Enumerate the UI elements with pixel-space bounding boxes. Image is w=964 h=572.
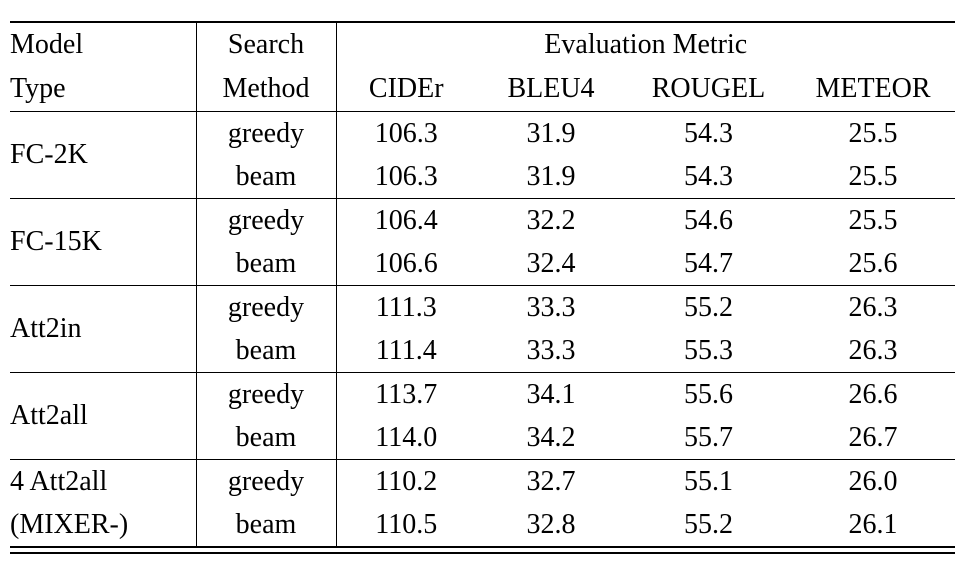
method-cell: greedy xyxy=(196,372,337,416)
method-cell: beam xyxy=(196,155,337,199)
model-cell: FC-2K xyxy=(10,111,197,199)
rougel-value: 55.1 xyxy=(626,459,791,503)
table-row: Att2in greedy 111.3 33.3 55.2 26.3 xyxy=(10,285,955,373)
rougel-value: 54.3 xyxy=(684,160,733,192)
bleu4-value: 31.9 xyxy=(476,111,626,155)
rougel-value: 54.7 xyxy=(684,247,733,279)
header-metric-bleu4: BLEU4 xyxy=(507,73,595,105)
cider-value: 106.3 xyxy=(336,111,476,155)
table-row: (MIXER-) beam 110.5 32.8 55.2 26.1 xyxy=(10,503,955,547)
rougel-value: 55.3 xyxy=(684,334,733,366)
bottom-double-rule xyxy=(10,552,955,554)
method-cell: greedy xyxy=(196,198,337,242)
model-cell-line2: (MIXER-) xyxy=(10,503,197,547)
table-row: beam 106.6 32.4 54.7 25.6 xyxy=(10,242,955,286)
meteor-value: 26.3 xyxy=(848,334,898,366)
cider-value: 114.0 xyxy=(375,421,438,453)
method-cell: beam xyxy=(196,416,337,460)
results-table-wrap: Model Search Evaluation Metric Type Meth… xyxy=(10,21,955,554)
table-row: Att2all greedy 113.7 34.1 55.6 26.6 xyxy=(10,372,955,460)
bleu4-value: 32.2 xyxy=(476,198,626,242)
cider-value: 113.7 xyxy=(336,372,476,416)
results-table: Model Search Evaluation Metric Type Meth… xyxy=(10,21,955,548)
meteor-value: 25.5 xyxy=(791,111,955,155)
meteor-value: 25.5 xyxy=(848,160,898,192)
header-metric-rougel: ROUGEL xyxy=(651,73,766,105)
meteor-value: 26.3 xyxy=(791,285,955,329)
model-cell: Att2all xyxy=(10,372,197,460)
meteor-value: 26.7 xyxy=(848,421,898,453)
header-metric-meteor: METEOR xyxy=(815,73,931,105)
cider-value: 110.5 xyxy=(375,508,438,540)
rougel-value: 55.7 xyxy=(684,421,733,453)
rougel-value: 55.6 xyxy=(626,372,791,416)
cider-value: 106.4 xyxy=(336,198,476,242)
method-cell: beam xyxy=(196,242,337,286)
bleu4-value: 33.3 xyxy=(526,334,576,366)
bleu4-value: 34.2 xyxy=(526,421,576,453)
meteor-value: 25.5 xyxy=(791,198,955,242)
rougel-value: 54.6 xyxy=(626,198,791,242)
bleu4-value: 31.9 xyxy=(526,160,576,192)
header-search-line2: Method xyxy=(196,67,337,112)
header-model-line1: Model xyxy=(10,22,197,67)
method-cell: beam xyxy=(196,503,337,547)
bleu4-value: 32.8 xyxy=(526,508,576,540)
header-search-line1: Search xyxy=(196,22,337,67)
table-row: FC-15K greedy 106.4 32.2 54.6 25.5 xyxy=(10,198,955,286)
rougel-value: 55.2 xyxy=(684,508,733,540)
cider-value: 111.3 xyxy=(336,285,476,329)
table-row: FC-2K greedy 106.3 31.9 54.3 25.5 xyxy=(10,111,955,199)
table-row: 4 Att2all greedy 110.2 32.7 55.1 26.0 xyxy=(10,459,955,503)
header-evaluation-metric: Evaluation Metric xyxy=(544,29,748,61)
cider-value: 106.6 xyxy=(374,247,438,279)
meteor-value: 26.0 xyxy=(791,459,955,503)
header-row-2: Type Method CIDEr BLEU4 ROUGEL METEOR xyxy=(10,67,955,112)
method-cell: greedy xyxy=(196,111,337,155)
bleu4-value: 33.3 xyxy=(476,285,626,329)
method-cell: beam xyxy=(196,329,337,373)
cider-value: 111.4 xyxy=(375,334,437,366)
method-cell: greedy xyxy=(196,459,337,503)
header-model-line2: Type xyxy=(10,67,197,112)
model-cell: FC-15K xyxy=(10,198,197,286)
model-cell-line1: 4 Att2all xyxy=(10,459,197,503)
model-cell: Att2in xyxy=(10,285,197,373)
meteor-value: 26.6 xyxy=(791,372,955,416)
rougel-value: 55.2 xyxy=(626,285,791,329)
bleu4-value: 32.7 xyxy=(476,459,626,503)
table-row: beam 111.4 33.3 55.3 26.3 xyxy=(10,329,955,373)
header-metric-cider: CIDEr xyxy=(368,73,444,105)
rougel-value: 54.3 xyxy=(626,111,791,155)
method-cell: greedy xyxy=(196,285,337,329)
cider-value: 106.3 xyxy=(374,160,438,192)
table-row: beam 114.0 34.2 55.7 26.7 xyxy=(10,416,955,460)
bleu4-value: 34.1 xyxy=(476,372,626,416)
table-row: beam 106.3 31.9 54.3 25.5 xyxy=(10,155,955,199)
meteor-value: 26.1 xyxy=(848,508,898,540)
cider-value: 110.2 xyxy=(336,459,476,503)
bleu4-value: 32.4 xyxy=(526,247,576,279)
meteor-value: 25.6 xyxy=(848,247,898,279)
header-row-1: Model Search Evaluation Metric xyxy=(10,22,955,67)
